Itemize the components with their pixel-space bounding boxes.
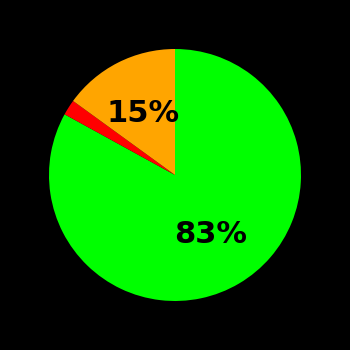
Wedge shape: [73, 49, 175, 175]
Text: 15%: 15%: [107, 99, 180, 128]
Wedge shape: [65, 101, 175, 175]
Wedge shape: [49, 49, 301, 301]
Text: 83%: 83%: [174, 220, 247, 249]
